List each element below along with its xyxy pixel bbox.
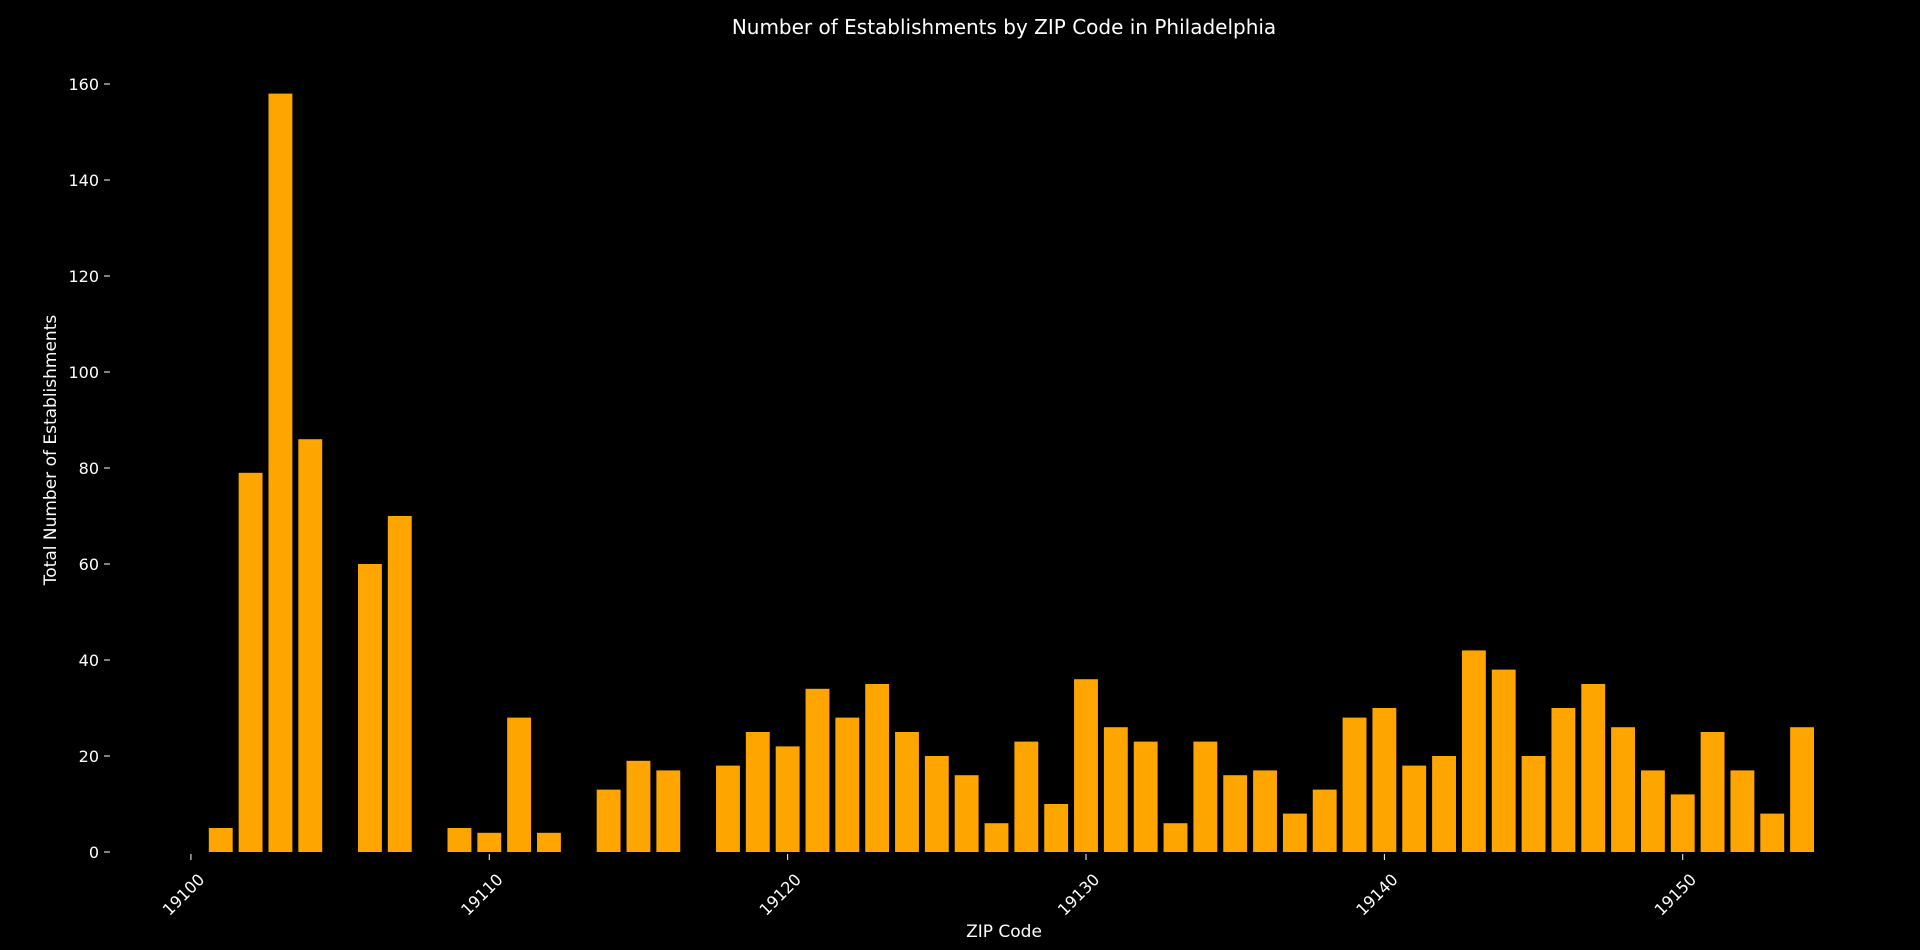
bar-19125 bbox=[924, 756, 949, 852]
bar-19107 bbox=[387, 516, 412, 852]
bar-19119 bbox=[745, 732, 770, 852]
bar-19130 bbox=[1074, 679, 1098, 852]
y-axis: 0 20 40 60 80 100 120 140 160 bbox=[68, 75, 110, 862]
bar-19102 bbox=[238, 472, 263, 852]
y-tick-label: 40 bbox=[79, 651, 99, 670]
bar-19114 bbox=[596, 789, 621, 852]
bar-19115 bbox=[626, 760, 651, 852]
bar-19121 bbox=[805, 688, 830, 852]
bar-19112 bbox=[537, 832, 561, 852]
y-axis-label: Total Number of Establishments bbox=[41, 315, 61, 587]
bar-19120 bbox=[775, 746, 800, 852]
bar-19149 bbox=[1640, 770, 1665, 852]
y-tick-label: 100 bbox=[68, 363, 99, 382]
bar-19132 bbox=[1133, 741, 1158, 852]
bar-19142 bbox=[1432, 756, 1456, 852]
bar-19116 bbox=[656, 770, 681, 852]
bar-19152 bbox=[1730, 770, 1755, 852]
x-tick-label: 19100 bbox=[159, 870, 208, 919]
bar-19104 bbox=[298, 439, 323, 852]
bar-19122 bbox=[835, 717, 860, 852]
bar-19101 bbox=[208, 828, 233, 852]
bar-19151 bbox=[1700, 732, 1725, 852]
bar-19136 bbox=[1253, 770, 1277, 852]
y-tick-label: 0 bbox=[89, 843, 99, 862]
bar-19128 bbox=[1014, 741, 1039, 852]
y-tick-label: 140 bbox=[68, 171, 99, 190]
y-tick-label: 80 bbox=[79, 459, 99, 478]
x-tick-label: 19130 bbox=[1054, 870, 1103, 919]
bar-19109 bbox=[447, 828, 472, 852]
y-tick-label: 20 bbox=[79, 747, 99, 766]
bar-19141 bbox=[1402, 765, 1427, 852]
bar-19126 bbox=[954, 775, 979, 852]
y-tick-label: 120 bbox=[68, 267, 99, 286]
bar-19111 bbox=[507, 717, 532, 852]
x-tick-label: 19140 bbox=[1352, 870, 1401, 919]
bar-19148 bbox=[1611, 727, 1635, 852]
bar-19154 bbox=[1790, 727, 1815, 852]
y-tick-label: 160 bbox=[68, 75, 99, 94]
bar-19150 bbox=[1670, 794, 1695, 852]
x-tick-label: 19150 bbox=[1651, 870, 1700, 919]
bar-19139 bbox=[1342, 717, 1367, 852]
chart-title: Number of Establishments by ZIP Code in … bbox=[732, 15, 1276, 39]
x-tick-label: 19110 bbox=[457, 870, 506, 919]
bar-19135 bbox=[1223, 775, 1248, 852]
bar-19131 bbox=[1103, 727, 1128, 852]
bar-19138 bbox=[1312, 789, 1337, 852]
bar-19124 bbox=[895, 732, 919, 852]
bar-19146 bbox=[1551, 708, 1576, 852]
bar-19144 bbox=[1491, 669, 1516, 852]
bar-19143 bbox=[1461, 650, 1486, 852]
bar-19110 bbox=[477, 832, 502, 852]
bars bbox=[208, 93, 1815, 853]
x-axis: 19100 19110 19120 19130 19140 19150 bbox=[159, 854, 1700, 919]
bar-19137 bbox=[1282, 813, 1307, 852]
bar-19140 bbox=[1372, 708, 1397, 852]
bar-19134 bbox=[1193, 741, 1218, 852]
y-tick-label: 60 bbox=[79, 555, 99, 574]
bar-19129 bbox=[1044, 804, 1069, 852]
bar-19145 bbox=[1521, 756, 1546, 852]
bar-19103 bbox=[268, 93, 293, 853]
x-axis-label: ZIP Code bbox=[966, 922, 1042, 942]
x-tick-label: 19120 bbox=[756, 870, 805, 919]
bar-19153 bbox=[1760, 813, 1785, 852]
bar-19123 bbox=[865, 684, 890, 852]
bar-19106 bbox=[358, 564, 382, 852]
bar-19118 bbox=[716, 765, 740, 852]
bar-19147 bbox=[1581, 684, 1606, 852]
bar-19133 bbox=[1163, 823, 1188, 852]
bar-19127 bbox=[984, 823, 1009, 852]
